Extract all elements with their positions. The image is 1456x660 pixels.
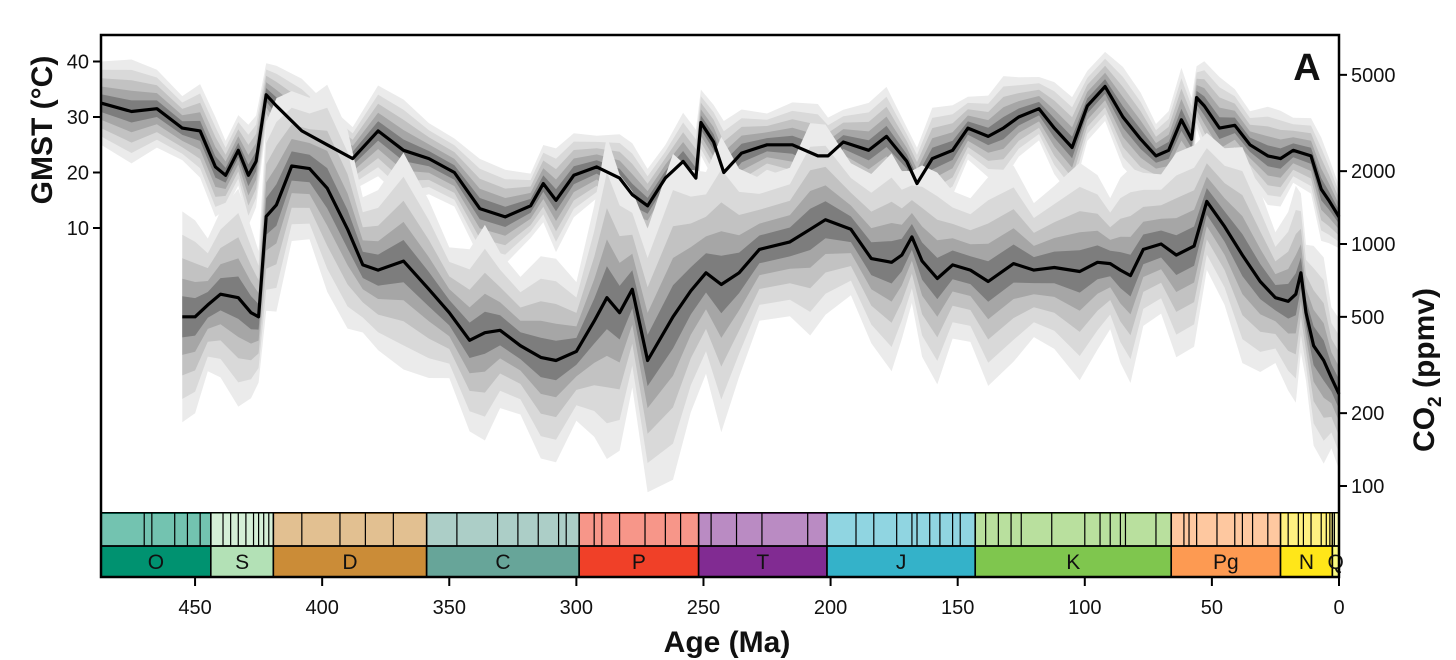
x-tick-label-150: 150	[941, 597, 974, 619]
stage-row-C	[426, 513, 580, 546]
period-box-K	[974, 545, 1173, 578]
period-box-C	[425, 545, 580, 578]
co2-tick-label-2000: 2000	[1351, 161, 1396, 183]
period-label-J: J	[896, 551, 907, 574]
stage-row-J	[827, 513, 976, 546]
x-tick-label-400: 400	[305, 597, 338, 619]
x-tick-label-100: 100	[1068, 597, 1101, 619]
period-label-T: T	[756, 551, 769, 574]
gmst-axis: 10 20 30 40	[67, 52, 101, 240]
stage-row-N	[1280, 513, 1333, 546]
panel-label: A	[1293, 47, 1320, 89]
co2-band-5	[182, 151, 1339, 409]
period-label-N: N	[1299, 551, 1314, 574]
stage-row-Pg	[1171, 513, 1281, 546]
co2-tick-label-100: 100	[1351, 476, 1384, 498]
series-lines	[100, 84, 1341, 395]
period-label-D: D	[342, 551, 357, 574]
gmst-tick-label-30: 30	[67, 107, 89, 129]
x-tick-label-200: 200	[814, 597, 847, 619]
x-axis: 450 400 350 300 250 200 150 100 50 0	[178, 577, 1345, 619]
x-tick-label-300: 300	[560, 597, 593, 619]
period-label-O: O	[148, 551, 164, 574]
stage-row-P	[579, 513, 699, 546]
gmst-tick-label-20: 20	[67, 163, 89, 185]
co2-series-line	[182, 164, 1341, 395]
co2-axis-title-units: (ppmv)	[1408, 288, 1441, 396]
co2-tick-label-500: 500	[1351, 307, 1384, 329]
co2-tick-label-200: 200	[1351, 403, 1384, 425]
gmst-series-line	[100, 84, 1341, 219]
stage-row-Q	[1332, 513, 1339, 546]
x-axis-title: Age (Ma)	[664, 626, 791, 659]
period-box-P	[578, 545, 700, 578]
period-box-J	[826, 545, 977, 578]
co2-axis: 100 200 500 1000 2000 5000	[1339, 65, 1396, 498]
gmst-tick-label-40: 40	[67, 52, 89, 74]
stage-row-O	[101, 513, 211, 546]
stage-row-D	[273, 513, 427, 546]
gmst-axis-title: GMST (°C)	[26, 56, 59, 205]
stage-row-T	[698, 513, 828, 546]
co2-tick-label-1000: 1000	[1351, 234, 1396, 256]
period-label-K: K	[1066, 551, 1080, 574]
co2-axis-title-main: CO	[1408, 407, 1441, 452]
gmst-tick-label-10: 10	[67, 218, 89, 240]
co2-tick-label-5000: 5000	[1351, 65, 1396, 87]
period-box-Pg	[1170, 545, 1282, 578]
x-tick-label-450: 450	[178, 597, 211, 619]
period-label-S: S	[235, 551, 249, 574]
geologic-timescale: O S D C P T J K Pg N Q	[100, 512, 1344, 578]
period-label-P: P	[632, 551, 646, 574]
x-tick-label-350: 350	[433, 597, 466, 619]
stage-row-S	[210, 513, 274, 546]
period-label-C: C	[495, 551, 510, 574]
plot-frame	[99, 33, 1341, 579]
period-label-Pg: Pg	[1213, 551, 1239, 574]
x-tick-label-250: 250	[687, 597, 720, 619]
period-box-T	[697, 545, 828, 578]
x-tick-label-0: 0	[1333, 597, 1344, 619]
stage-row-K	[975, 513, 1172, 546]
period-label-Q: Q	[1328, 551, 1344, 574]
period-box-N	[1279, 545, 1334, 578]
x-tick-label-50: 50	[1201, 597, 1223, 619]
co2-axis-title-sub: 2	[1425, 396, 1446, 407]
co2-axis-title: CO2 (ppmv)	[1408, 288, 1446, 452]
